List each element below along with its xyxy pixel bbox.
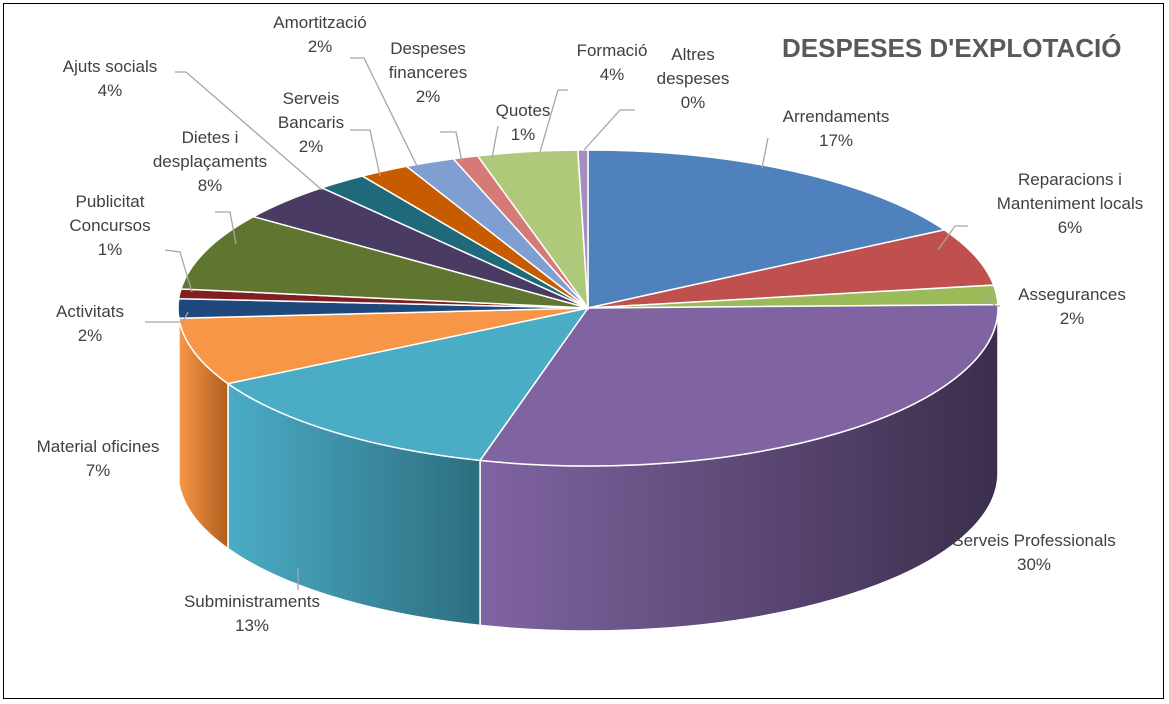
- leader-line-amortitzacio: [350, 57, 419, 169]
- label-serveis-professionals: Serveis Professionals 30%: [952, 531, 1115, 574]
- label-despeses-financeres: Despeses financeres 2%: [389, 39, 467, 106]
- label-dietes-i-desplacaments: Dietes i desplaçaments 8%: [153, 128, 267, 195]
- label-amortitzacio: Amortització 2%: [273, 13, 367, 56]
- label-arrendaments: Arrendaments 17%: [783, 107, 890, 150]
- leader-line-arrendaments: [761, 137, 769, 169]
- slice-dietes-i-desplacaments: [179, 215, 589, 309]
- leader-line-altres-despeses: [583, 109, 635, 151]
- slice-subministraments: [226, 306, 590, 462]
- label-assegurances: Assegurances 2%: [1018, 285, 1126, 328]
- leader-line-publicitat-concursos: [164, 249, 193, 293]
- leader-line-ajuts-socials: [175, 71, 323, 191]
- slice-serveis-professionals: [478, 303, 999, 467]
- label-activitats: Activitats 2%: [56, 302, 124, 345]
- leader-line-reparacions-i-manteniment-locals: [937, 225, 968, 251]
- slice-arrendaments: [587, 149, 947, 309]
- slice-side-activitats: [177, 307, 180, 484]
- leader-line-activitats: [145, 311, 189, 323]
- leader-line-despeses-financeres: [440, 131, 463, 163]
- pie-sides: [177, 307, 999, 632]
- leader-line-assegurances: [981, 293, 1000, 307]
- label-publicitat-concursos: Publicitat Concursos 1%: [69, 192, 150, 259]
- label-ajuts-socials: Ajuts socials 4%: [63, 57, 157, 100]
- slice-labels: Arrendaments 17% Reparacions i Manteniment …: [37, 13, 1144, 635]
- leader-line-formacio: [539, 89, 568, 153]
- label-reparacions-i-manteniment-locals: Reparacions i Manteniment locals 6%: [997, 170, 1143, 237]
- label-formacio: Formació 4%: [577, 41, 648, 84]
- label-material-oficines: Material oficines 7%: [37, 437, 160, 480]
- leader-lines: [145, 57, 1000, 590]
- label-serveis-bancaris: Serveis Bancaris 2%: [278, 89, 344, 156]
- label-quotes: Quotes 1%: [496, 101, 551, 144]
- label-altres-despeses: Altres despeses 0%: [657, 45, 730, 112]
- leader-line-serveis-bancaris: [350, 129, 381, 177]
- leader-line-dietes-i-desplacaments: [215, 211, 237, 245]
- slice-altres-despeses: [577, 149, 589, 309]
- label-subministraments: Subministraments 13%: [184, 592, 320, 635]
- chart-title: DESPESES D'EXPLOTACIÓ: [782, 33, 1122, 63]
- pie-slices: [177, 149, 999, 467]
- leader-line-quotes: [491, 125, 499, 159]
- slice-reparacions-i-manteniment-locals: [587, 229, 995, 309]
